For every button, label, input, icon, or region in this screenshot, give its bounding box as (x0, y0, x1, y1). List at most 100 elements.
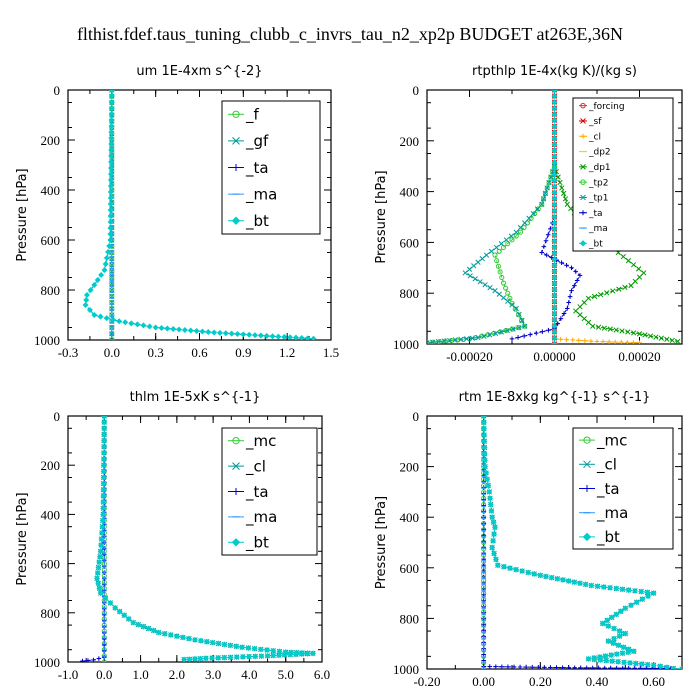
data-point (107, 230, 114, 238)
x-tick-label: 0.00 (472, 674, 495, 689)
data-point (479, 256, 485, 262)
legend-marker (232, 462, 240, 470)
data-point (100, 468, 107, 475)
data-point (511, 664, 517, 669)
data-point (620, 665, 625, 669)
data-point (101, 425, 108, 432)
data-point (595, 324, 602, 330)
data-point (275, 652, 282, 659)
data-point (155, 629, 162, 636)
data-point (618, 339, 624, 344)
data-point (614, 665, 619, 669)
data-point (108, 140, 115, 148)
data-point (551, 135, 558, 142)
x-tick-label: 2.0 (169, 667, 185, 682)
data-point (211, 329, 218, 336)
x-tick-label: 0.0 (96, 667, 112, 682)
data-point (571, 579, 578, 586)
series-line-tp1 (427, 166, 555, 344)
data-point (466, 266, 473, 272)
data-point (492, 556, 499, 563)
data-point (257, 332, 264, 339)
data-point (605, 622, 612, 629)
legend: _mc _cl _ta _ma _bt (221, 427, 318, 556)
data-point (562, 196, 569, 202)
data-point (221, 641, 228, 648)
data-point (107, 200, 114, 208)
legend-marker (232, 488, 240, 495)
data-point (275, 333, 282, 340)
data-point (551, 220, 558, 227)
data-point (435, 338, 441, 344)
legend-entry: _ma (245, 508, 277, 527)
data-point (477, 279, 483, 285)
data-point (636, 331, 643, 337)
data-point (91, 311, 98, 319)
data-point (101, 416, 108, 420)
data-point (191, 655, 199, 662)
data-point (191, 636, 199, 643)
data-point (264, 652, 271, 659)
chart-panel-2: 0 200 400 600 800 1000 -0.00020 0.00000 0.00020 r… (374, 64, 683, 364)
data-point (101, 419, 108, 426)
data-point (551, 268, 558, 275)
data-point (496, 291, 502, 297)
data-point (150, 627, 157, 634)
series-layer (80, 416, 316, 662)
data-point (481, 438, 488, 445)
data-point (95, 580, 102, 587)
data-point (484, 476, 491, 483)
panel-title: rtm 1E-8xkg kg^{-1} s^{-1} (459, 390, 651, 405)
y-tick-label: 400 (41, 183, 61, 198)
data-point (658, 335, 665, 341)
data-point (572, 283, 577, 288)
data-point (481, 444, 488, 451)
data-point (251, 645, 258, 652)
data-point (493, 664, 499, 669)
x-tick-label: -0.3 (58, 345, 79, 360)
data-point (522, 220, 528, 226)
data-point (517, 229, 524, 235)
data-point (551, 129, 558, 136)
legend-marker (580, 194, 586, 201)
data-point (227, 642, 234, 649)
series-layer (427, 90, 681, 344)
data-point (158, 324, 165, 332)
data-point (252, 653, 259, 660)
legend-marker (232, 164, 240, 171)
data-point (568, 205, 574, 212)
data-point (663, 664, 670, 669)
data-point (187, 327, 194, 334)
data-point (498, 329, 505, 335)
data-point (609, 658, 616, 665)
data-point (551, 262, 558, 269)
data-point (107, 599, 114, 606)
data-point (258, 653, 265, 660)
data-point (602, 653, 609, 660)
y-axis-label: Pressure [hPa] (15, 168, 30, 261)
legend-marker (579, 240, 587, 247)
data-point (108, 146, 115, 154)
data-point (650, 590, 657, 597)
legend-marker (580, 102, 586, 109)
data-point (600, 339, 606, 344)
data-point (603, 657, 610, 664)
data-point (631, 340, 636, 344)
data-point (489, 514, 496, 521)
data-point (145, 625, 152, 632)
data-point (108, 92, 115, 100)
data-point (591, 293, 598, 300)
data-point (125, 615, 132, 622)
data-point (642, 332, 648, 338)
data-point (494, 258, 500, 264)
data-point (108, 164, 115, 172)
data-point (546, 327, 551, 333)
data-point (181, 656, 188, 662)
data-point (239, 653, 246, 660)
legend-entry: _ma (588, 224, 608, 234)
data-point (628, 282, 634, 289)
data-point (515, 335, 521, 340)
data-point (246, 331, 253, 338)
data-point (100, 486, 107, 493)
data-point (647, 333, 654, 339)
